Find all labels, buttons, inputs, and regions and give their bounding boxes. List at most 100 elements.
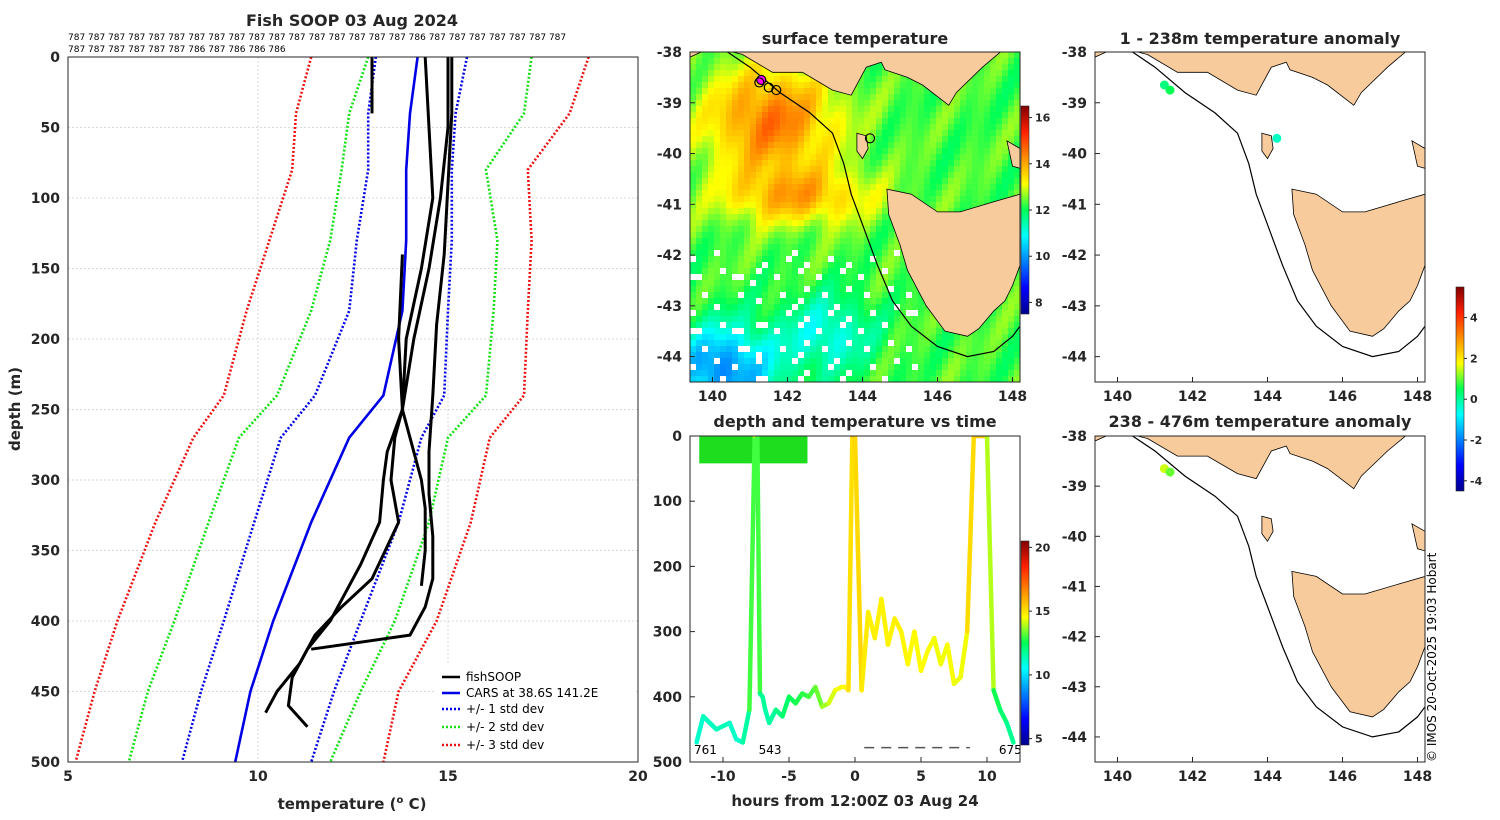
sst-cell — [822, 208, 828, 214]
sst-cell — [960, 100, 966, 106]
sst-cell — [714, 262, 720, 268]
sst-cell — [696, 52, 702, 58]
sst-cell — [786, 178, 792, 184]
sst-cell — [942, 124, 948, 130]
sst-cell — [876, 226, 882, 232]
sst-cell — [786, 328, 792, 334]
sst-cell — [858, 322, 864, 328]
sst-cell — [858, 280, 864, 286]
sst-cell — [690, 64, 696, 70]
anomaly-lower-land — [1095, 436, 1425, 738]
sst-cell — [924, 328, 930, 334]
sst-cell — [720, 268, 726, 274]
sst-cell — [732, 316, 738, 322]
sst-cell — [840, 370, 846, 376]
sst-cell — [966, 376, 972, 382]
sst-cell — [804, 148, 810, 154]
sst-cell — [816, 148, 822, 154]
sst-cell — [948, 202, 954, 208]
sst-cell — [1014, 352, 1020, 358]
anomaly-lower-king-island — [1261, 515, 1274, 543]
sst-cell — [846, 130, 852, 136]
sst-cell — [816, 346, 822, 352]
sst-cell — [816, 154, 822, 160]
sst-cell — [816, 202, 822, 208]
sst-cell — [762, 286, 768, 292]
sst-cell — [840, 310, 846, 316]
sst-cell — [912, 316, 918, 322]
sst-cell — [1008, 166, 1014, 172]
sst-cell — [822, 112, 828, 118]
sst-cell — [888, 154, 894, 160]
sst-cell — [1002, 346, 1008, 352]
sst-cell — [828, 292, 834, 298]
sst-cell — [732, 100, 738, 106]
sst-cell — [864, 328, 870, 334]
sst-cell — [924, 178, 930, 184]
time-track-segment — [879, 596, 891, 647]
sst-cell — [1002, 52, 1008, 58]
sst-cell — [714, 214, 720, 220]
sst-cell — [834, 118, 840, 124]
sst-cell — [1002, 376, 1008, 382]
sst-cell — [972, 334, 978, 340]
sst-cell — [690, 148, 696, 154]
sst-cell — [1002, 190, 1008, 196]
sst-cell — [972, 364, 978, 370]
sst-cell — [846, 262, 852, 268]
profile-ytick-label: 450 — [31, 685, 60, 701]
sst-cell — [732, 178, 738, 184]
sst-cell — [834, 280, 840, 286]
sst-cell — [942, 334, 948, 340]
sst-cell — [714, 106, 720, 112]
sst-cell — [906, 166, 912, 172]
legend-2std: +/- 2 std dev — [466, 720, 544, 734]
sst-cell — [738, 358, 744, 364]
sst-cell — [1014, 286, 1020, 292]
sst-cell — [708, 100, 714, 106]
sst-cell — [936, 340, 942, 346]
sst-cell — [870, 136, 876, 142]
sst-cell — [954, 172, 960, 178]
anomaly-upper-land — [1095, 52, 1425, 358]
sst-cell — [798, 274, 804, 280]
sst-cell — [930, 94, 936, 100]
sst-cell — [948, 130, 954, 136]
sst-cell — [708, 82, 714, 88]
sst-cell — [966, 202, 972, 208]
sst-cell — [834, 310, 840, 316]
sst-cell — [1014, 118, 1020, 124]
sst-cell — [948, 124, 954, 130]
sst-cell — [798, 214, 804, 220]
sst-cell — [852, 184, 858, 190]
sst-cell — [732, 346, 738, 352]
sst-cell — [822, 250, 828, 256]
sst-cell — [780, 82, 786, 88]
sst-cell — [852, 142, 858, 148]
sst-cell — [960, 196, 966, 202]
sst-cell — [834, 358, 840, 364]
sst-cell — [936, 148, 942, 154]
sst-cell — [720, 340, 726, 346]
sst-cell — [708, 322, 714, 328]
sst-cell — [930, 346, 936, 352]
sst-cell — [900, 358, 906, 364]
sst-cell — [858, 100, 864, 106]
sst-cell — [762, 142, 768, 148]
sst-cell — [774, 226, 780, 232]
sst-cell — [732, 214, 738, 220]
sst-cell — [954, 370, 960, 376]
sst-cell — [804, 328, 810, 334]
sst-cell — [984, 148, 990, 154]
sst-cell — [834, 124, 840, 130]
sst-cell — [888, 178, 894, 184]
sst-cell — [876, 124, 882, 130]
sst-cell — [726, 88, 732, 94]
sst-cell — [870, 106, 876, 112]
sst-cell — [828, 136, 834, 142]
sst-cell — [690, 244, 696, 250]
sst-cell — [1002, 64, 1008, 70]
sst-cell — [798, 268, 804, 274]
sst-cell — [990, 112, 996, 118]
sst-cell — [876, 70, 882, 76]
